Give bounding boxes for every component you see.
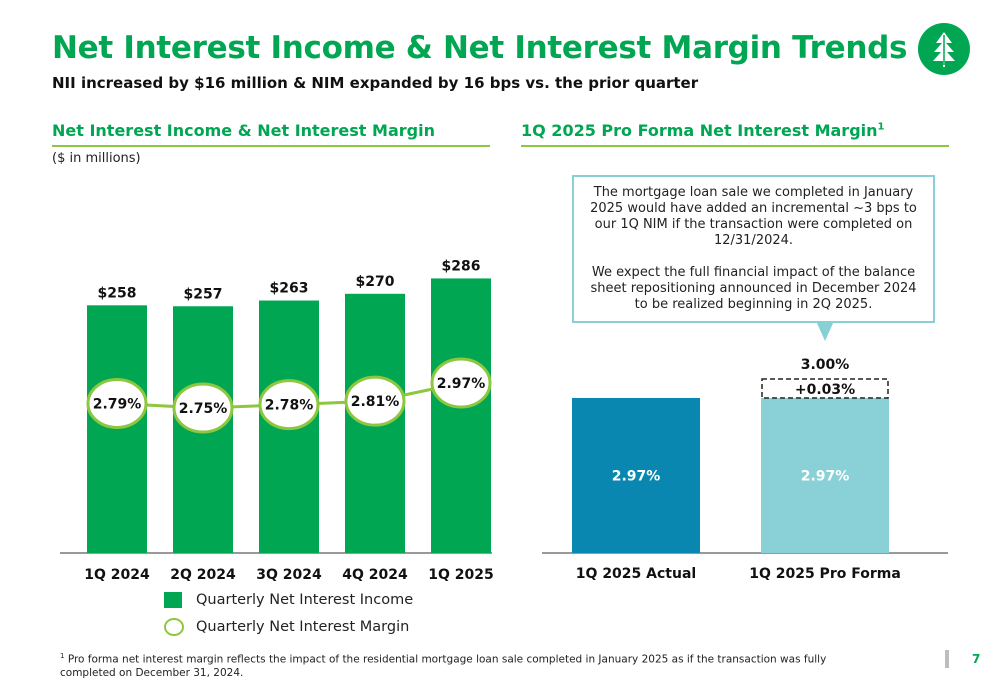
right-section-divider <box>521 145 949 147</box>
increment-label: +0.03% <box>795 382 855 398</box>
tree-icon <box>918 23 970 75</box>
x-tick-label: 3Q 2024 <box>256 567 322 583</box>
increment-box <box>761 378 889 399</box>
units-label: ($ in millions) <box>52 151 141 166</box>
callout-paragraph-1: The mortgage loan sale we completed in J… <box>590 185 917 248</box>
total-label: 3.00% <box>801 357 850 373</box>
nii-value-label: $270 <box>356 274 395 290</box>
left-section-divider <box>52 145 490 147</box>
nii-value-label: $258 <box>98 285 137 301</box>
legend-item-nim: Quarterly Net Interest Margin <box>164 618 409 636</box>
nii-value-label: $257 <box>184 286 223 302</box>
footnote: 1 Pro forma net interest margin reflects… <box>60 652 827 679</box>
bar-value-label: 2.97% <box>612 468 661 484</box>
legend-circle-icon <box>164 618 184 636</box>
x-tick-label: 2Q 2024 <box>170 567 236 583</box>
nii-bar <box>431 278 491 553</box>
left-section-title: Net Interest Income & Net Interest Margi… <box>52 121 435 140</box>
x-tick-label: 1Q 2025 <box>428 567 493 583</box>
nim-marker <box>172 382 234 434</box>
callout-paragraph-2: We expect the full financial impact of t… <box>590 265 917 312</box>
legend-bar-label: Quarterly Net Interest Income <box>196 592 414 608</box>
nim-bar <box>572 397 700 553</box>
nii-nim-chart: $258 1Q 2024 $257 2Q 2024 $263 3Q 2024 $270 4Q … <box>60 258 494 583</box>
page-number: 7 <box>972 652 981 666</box>
nim-value-label: 2.78% <box>265 398 314 414</box>
page-divider <box>945 650 949 668</box>
nim-marker <box>258 379 320 431</box>
nim-value-label: 2.79% <box>93 396 142 412</box>
page-subtitle: NII increased by $16 million & NIM expan… <box>52 74 699 92</box>
pro-forma-nim-chart: 2.97% 1Q 2025 Actual 2.97% 1Q 2025 Pro Form… <box>542 357 948 582</box>
nim-marker <box>344 375 406 427</box>
nim-value-label: 2.81% <box>351 394 400 410</box>
nim-marker <box>430 357 492 409</box>
legend-bar-swatch <box>164 592 182 608</box>
legend-item-nii: Quarterly Net Interest Income <box>164 592 413 608</box>
x-tick-label: 4Q 2024 <box>342 567 408 583</box>
x-tick-label: 1Q 2024 <box>84 567 150 583</box>
nim-value-label: 2.75% <box>179 401 228 417</box>
nii-bar <box>87 305 147 553</box>
nim-bar <box>761 397 889 553</box>
callout-pointer <box>816 321 834 341</box>
nii-value-label: $263 <box>270 281 309 297</box>
bar-value-label: 2.97% <box>801 468 850 484</box>
callout-box: The mortgage loan sale we completed in J… <box>572 175 935 323</box>
page-title: Net Interest Income & Net Interest Margi… <box>52 30 908 66</box>
legend-line-label: Quarterly Net Interest Margin <box>196 619 410 635</box>
nii-value-label: $286 <box>442 258 481 274</box>
nim-value-label: 2.97% <box>437 376 486 392</box>
x-tick-label: 1Q 2025 Actual <box>576 566 696 582</box>
x-tick-label: 1Q 2025 Pro Forma <box>749 566 901 582</box>
right-section-title: 1Q 2025 Pro Forma Net Interest Margin1 <box>521 121 885 140</box>
nim-marker <box>86 377 148 429</box>
